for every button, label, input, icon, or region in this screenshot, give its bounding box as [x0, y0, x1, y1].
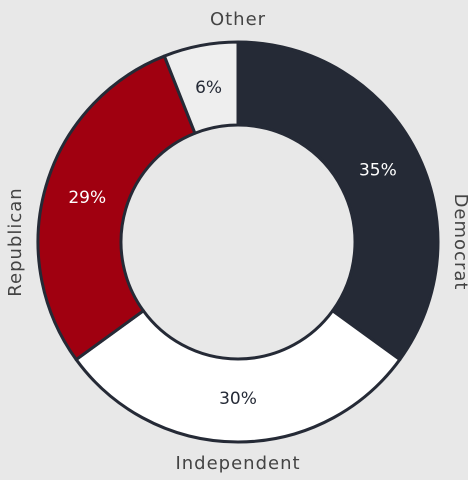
- category-label: Other: [210, 9, 266, 30]
- category-label: Republican: [5, 187, 26, 296]
- value-label: 35%: [359, 161, 397, 181]
- category-label: Independent: [175, 453, 300, 474]
- slice: [236, 40, 440, 362]
- slice: [36, 54, 197, 362]
- slice: [162, 40, 240, 135]
- category-label: Democrat: [450, 194, 468, 291]
- slice: [74, 309, 402, 444]
- value-label: 30%: [219, 389, 257, 409]
- value-label: 29%: [68, 188, 106, 208]
- value-label: 6%: [195, 78, 222, 98]
